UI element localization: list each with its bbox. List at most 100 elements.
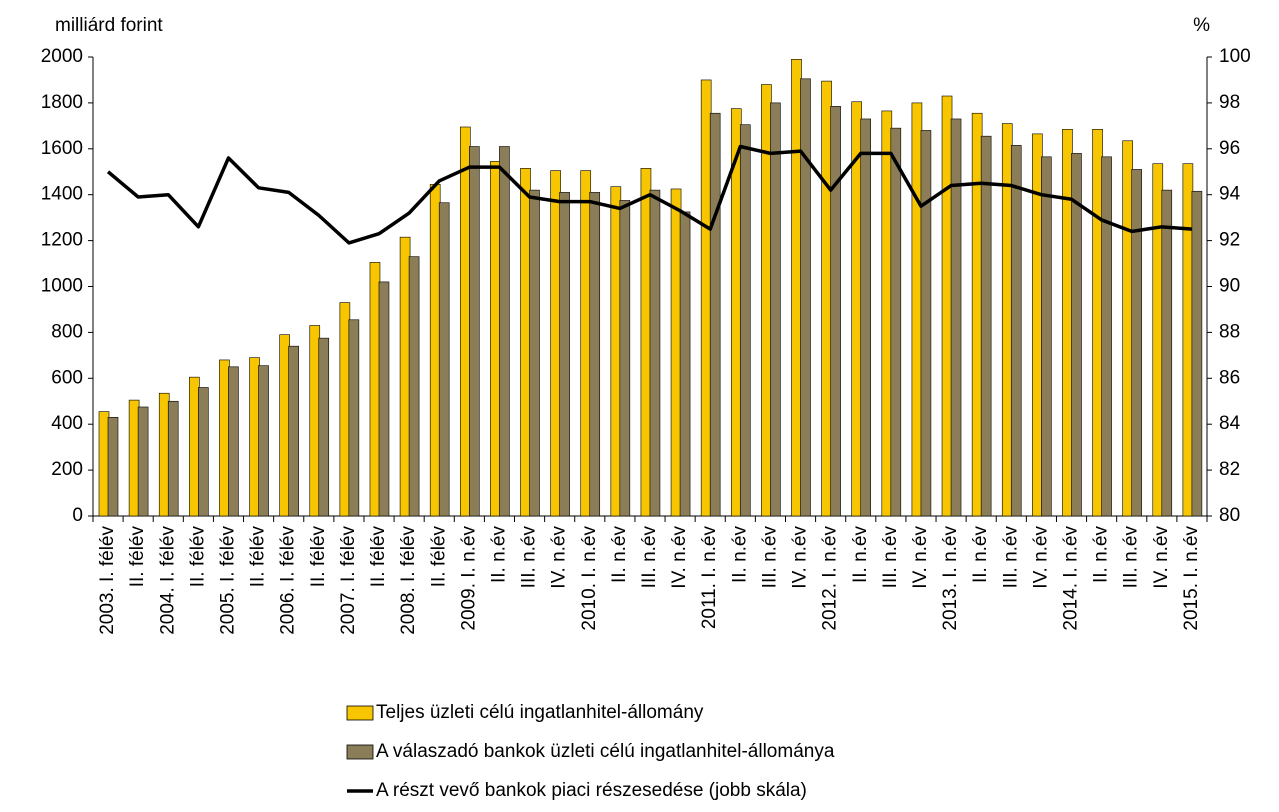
bar — [107, 417, 119, 517]
x-tick-label: 2004. I. félév — [157, 526, 178, 635]
y2-tick-label: 94 — [1219, 184, 1241, 205]
y2-tick-label: 86 — [1219, 367, 1240, 388]
x-tick-label: IV. n.év — [549, 526, 570, 589]
x-tick-label: II. n.év — [850, 526, 871, 584]
bar — [1092, 128, 1103, 517]
y-tick-label: 800 — [51, 321, 83, 342]
y2-tick-label: 100 — [1219, 46, 1251, 67]
x-tick-label: 2007. I. félév — [338, 526, 359, 635]
x-tick-label: III. n.év — [1000, 526, 1021, 589]
bar — [529, 189, 540, 517]
x-tick-label: II. félév — [248, 526, 269, 588]
y2-tick-label: 98 — [1219, 92, 1240, 113]
x-tick-label: II. félév — [368, 526, 389, 588]
y2-tick-label: 88 — [1219, 321, 1240, 342]
y2-tick-label: 90 — [1219, 276, 1240, 297]
y2-tick-label: 96 — [1219, 138, 1240, 159]
bar — [98, 411, 110, 517]
x-tick-label: IV. n.év — [1030, 526, 1051, 589]
bar — [438, 202, 450, 517]
bar — [700, 79, 712, 517]
x-tick-label: 2015. I. n.év — [1181, 526, 1202, 631]
bar — [800, 78, 811, 517]
bar — [821, 80, 832, 517]
y-tick-label: 400 — [51, 413, 83, 434]
bar — [378, 281, 390, 517]
x-tick-label: III. n.év — [519, 526, 540, 589]
bar — [468, 146, 480, 517]
x-tick-label: II. n.év — [488, 526, 509, 584]
bar — [761, 84, 772, 517]
bar — [791, 58, 802, 517]
x-tick-label: 2003. I. félév — [97, 526, 118, 635]
bar — [610, 186, 622, 517]
bar — [1122, 140, 1133, 517]
legend-label: A válaszadó bankok üzleti célú ingatlanh… — [376, 741, 835, 762]
y-tick-label: 600 — [51, 367, 83, 388]
bar — [348, 319, 360, 517]
bar — [288, 345, 299, 517]
bar — [971, 112, 983, 517]
bar — [1010, 145, 1022, 517]
bar — [459, 126, 471, 517]
x-tick-label: II. n.év — [609, 526, 630, 584]
bar — [619, 200, 631, 517]
x-tick-label: IV. n.év — [1151, 526, 1172, 589]
bar — [279, 334, 290, 517]
x-tick-label: III. n.év — [639, 526, 660, 589]
bar — [559, 192, 570, 517]
bar — [770, 102, 781, 517]
x-tick-label: II. félév — [187, 526, 208, 588]
bar — [830, 106, 841, 517]
bar — [860, 118, 872, 517]
y-tick-label: 1600 — [41, 138, 83, 159]
bar — [640, 168, 652, 517]
bar — [1071, 153, 1082, 517]
x-tick-label: II. félév — [308, 526, 329, 588]
bar — [490, 161, 501, 517]
x-tick-label: II. n.év — [1091, 526, 1112, 584]
x-tick-label: IV. n.év — [669, 526, 690, 589]
y-tick-label: 1400 — [41, 184, 83, 205]
bar — [1041, 156, 1052, 517]
bar — [1131, 169, 1142, 517]
bar — [520, 168, 531, 517]
bar — [679, 211, 691, 517]
x-tick-label: 2010. I. n.év — [579, 526, 600, 631]
x-tick-label: II. n.év — [970, 526, 991, 584]
bar — [408, 256, 420, 517]
y2-tick-label: 80 — [1219, 505, 1240, 526]
bar — [649, 189, 661, 517]
y-tick-label: 0 — [72, 505, 83, 526]
y2-tick-label: 82 — [1219, 459, 1240, 480]
bar — [1062, 128, 1073, 517]
x-tick-label: IV. n.év — [790, 526, 811, 589]
y2-axis-title: % — [1193, 15, 1210, 36]
bar — [167, 400, 179, 517]
y-axis-title: milliárd forint — [55, 15, 163, 36]
bar — [941, 95, 953, 517]
bar — [249, 357, 260, 517]
bar — [550, 170, 561, 517]
bar — [1191, 190, 1203, 517]
x-tick-label: 2014. I. n.év — [1061, 526, 1082, 631]
bar — [709, 112, 721, 517]
bar — [881, 110, 893, 517]
bar — [1161, 189, 1173, 517]
x-tick-label: II. félév — [127, 526, 148, 588]
bar — [399, 236, 411, 517]
bar — [198, 387, 209, 517]
x-tick-label: 2006. I. félév — [278, 526, 299, 635]
legend-label: A részt vevő bankok piaci részesedése (j… — [376, 780, 807, 801]
bar — [670, 188, 682, 517]
bar — [228, 366, 239, 517]
bar — [911, 102, 923, 517]
bar — [189, 376, 200, 517]
x-tick-label: 2012. I. n.év — [820, 526, 841, 631]
y2-tick-label: 84 — [1219, 413, 1241, 434]
x-tick-label: IV. n.év — [910, 526, 931, 589]
bar — [369, 262, 381, 517]
x-tick-label: 2005. I. félév — [218, 526, 239, 635]
y-tick-label: 1800 — [41, 92, 83, 113]
